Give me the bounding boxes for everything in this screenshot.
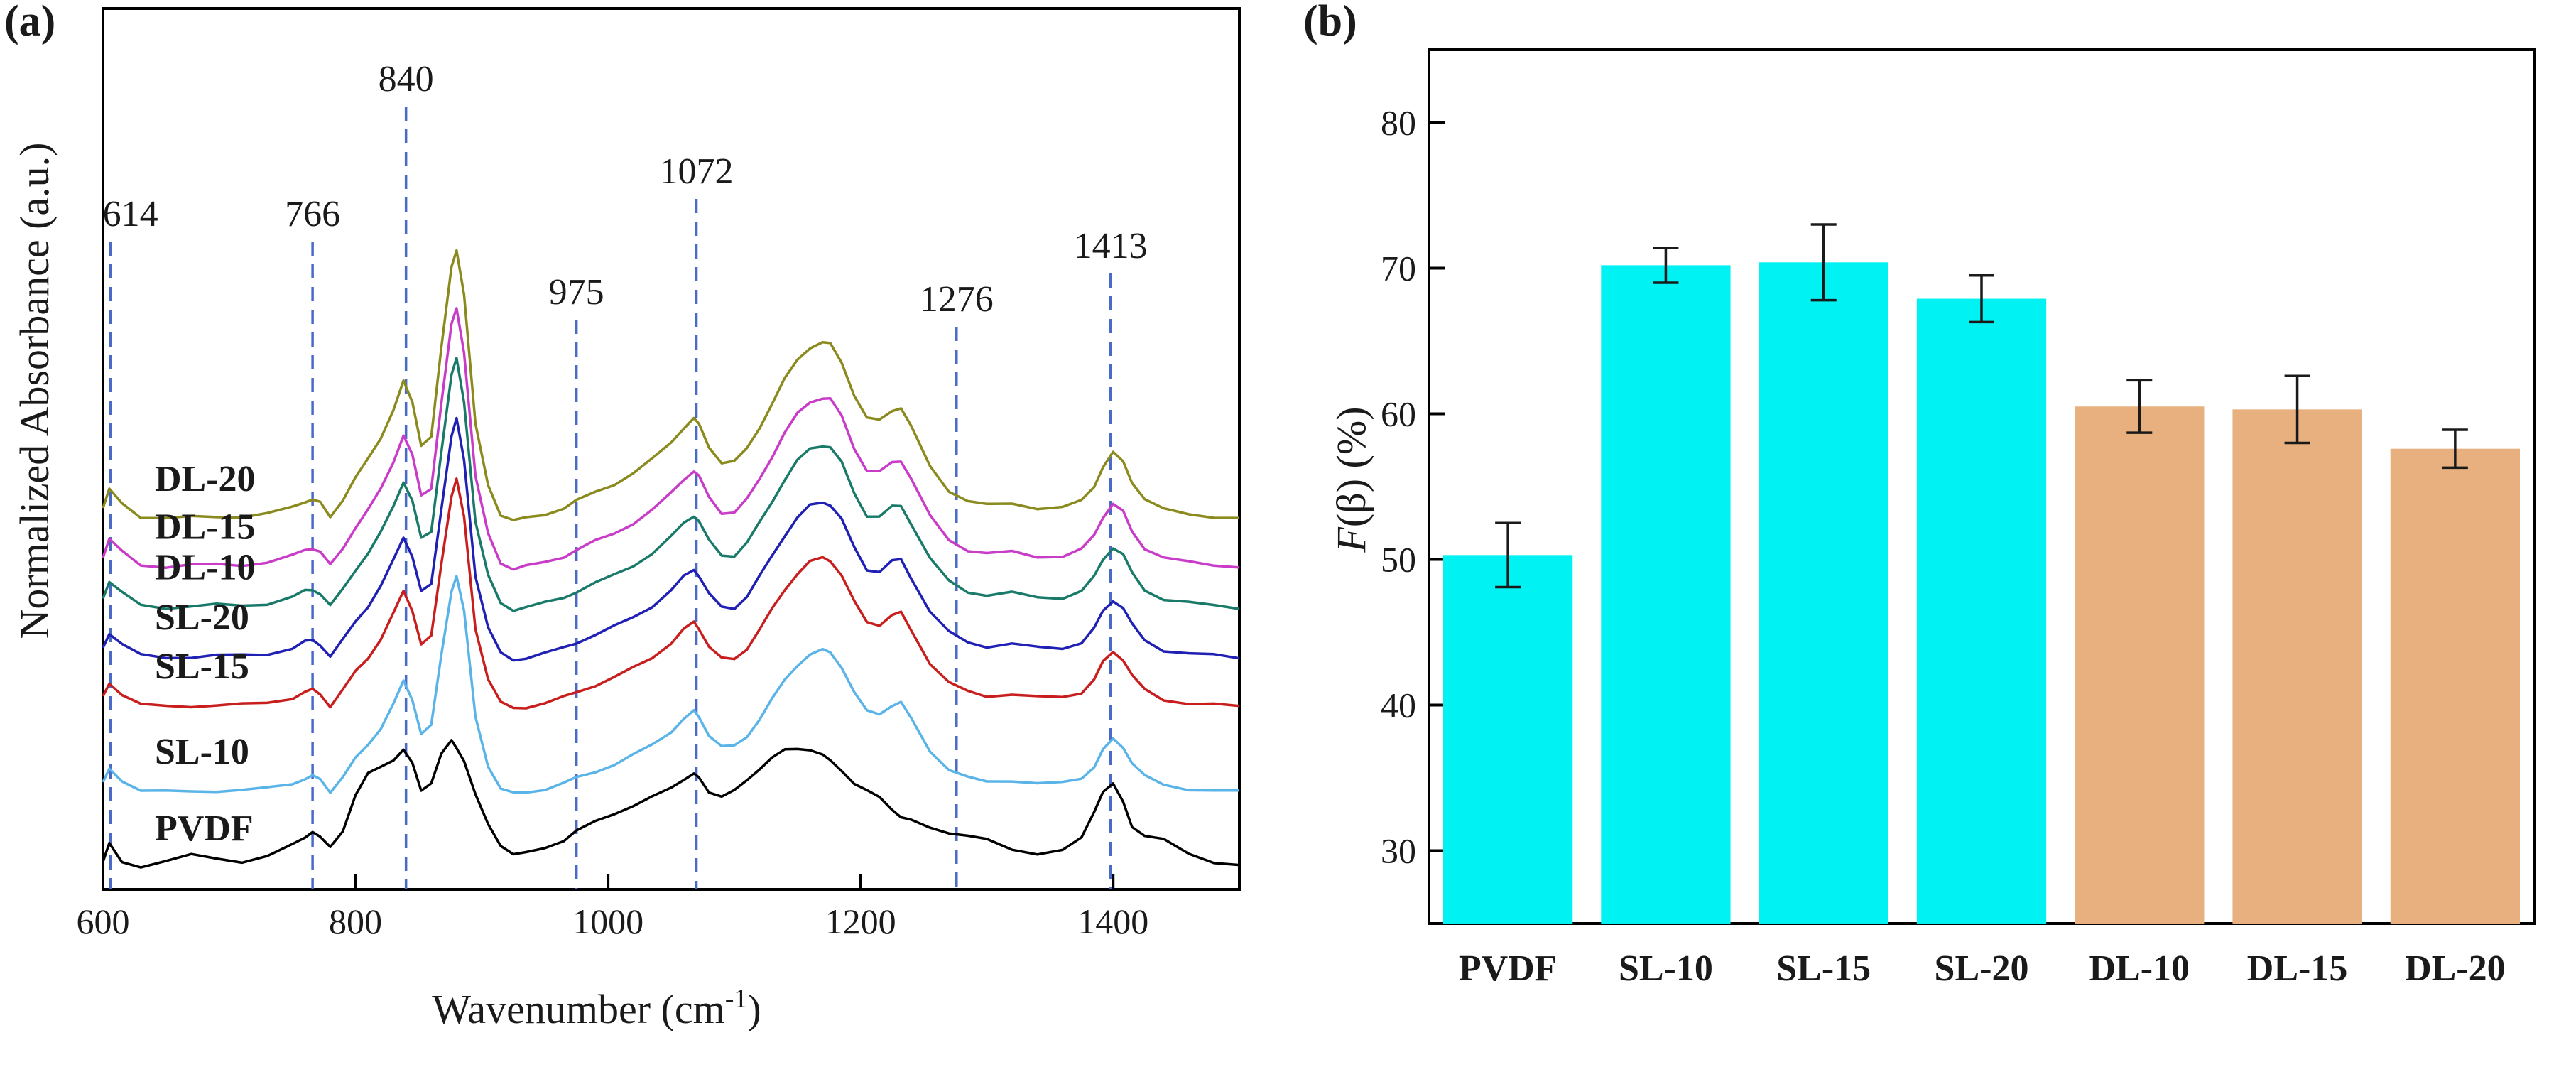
peak-label-975: 975 <box>549 272 604 313</box>
error-bar-dl-10 <box>2126 379 2153 434</box>
series-label-dl-15: DL-15 <box>155 507 256 548</box>
spectrum-dl-10 <box>102 357 1240 612</box>
series-label-dl-20: DL-20 <box>155 459 256 499</box>
spectrum-dl-20 <box>102 249 1240 521</box>
y-axis-ticks: 30 40 50 60 70 80 <box>1381 103 1445 871</box>
peak-markers: 614 766 840 975 1072 1276 1413 <box>103 59 1148 889</box>
beta-fraction-panel: (b) 30 40 50 60 70 80 PVDF SL-10 SL-15 SL-20 DL-1… <box>1303 0 2536 989</box>
bar-pvdf <box>1443 555 1573 924</box>
x-tick-label-800: 800 <box>329 901 382 941</box>
peak-label-766: 766 <box>285 194 340 234</box>
plot-frame-a <box>102 7 1241 891</box>
spectrum-pvdf <box>102 739 1240 869</box>
spectrum-sl-10 <box>102 575 1240 794</box>
bar-series <box>1443 262 2520 924</box>
peak-label-614: 614 <box>103 194 158 234</box>
spectrum-dl-15 <box>102 307 1240 571</box>
y-tick-label-60: 60 <box>1381 394 1416 434</box>
error-bar-sl-15 <box>1810 223 1837 302</box>
x-tick-label-1200: 1200 <box>825 901 896 941</box>
bar-dl-10 <box>2075 406 2205 924</box>
category-label-sl-10: SL-10 <box>1619 948 1713 989</box>
bar-dl-20 <box>2390 448 2520 924</box>
category-label-dl-15: DL-15 <box>2247 948 2348 989</box>
spectrum-sl-20 <box>102 416 1240 662</box>
category-label-sl-15: SL-15 <box>1776 948 1871 989</box>
ftir-spectra-panel: (a) 614 766 840 975 1072 1276 1413 PVDF SL-10 SL… <box>4 0 1241 1032</box>
category-label-dl-10: DL-10 <box>2089 948 2190 989</box>
peak-label-1413: 1413 <box>1074 226 1148 266</box>
peak-label-1276: 1276 <box>920 279 994 320</box>
bar-sl-15 <box>1759 262 1888 924</box>
x-axis-ticks: 600 800 1000 1200 1400 <box>77 874 1148 941</box>
x-tick-label-1000: 1000 <box>572 901 643 941</box>
series-label-pvdf: PVDF <box>155 808 254 849</box>
spectrum-sl-15 <box>102 477 1240 710</box>
series-label-sl-10: SL-10 <box>155 732 249 772</box>
bar-sl-10 <box>1601 265 1731 924</box>
y-tick-label-50: 50 <box>1381 540 1416 580</box>
bar-sl-20 <box>1916 298 2047 924</box>
error-bars <box>1495 223 2468 589</box>
bar-dl-15 <box>2232 409 2362 924</box>
y-axis-title: Normalized Absorbance (a.u.) <box>11 143 58 639</box>
error-bar-sl-20 <box>1969 274 1994 324</box>
error-bar-dl-20 <box>2442 428 2468 470</box>
error-bar-sl-10 <box>1653 247 1679 284</box>
panel-a-label: (a) <box>4 0 55 45</box>
category-label-sl-20: SL-20 <box>1935 948 2029 989</box>
y-axis-title-b: F(β) (%) <box>1328 406 1374 553</box>
x-axis-title: Wavenumber (cm-1) <box>432 984 761 1032</box>
panel-b-label: (b) <box>1303 0 1357 45</box>
x-tick-label-600: 600 <box>77 901 130 941</box>
spectra-curves <box>102 249 1240 869</box>
y-tick-label-40: 40 <box>1381 686 1416 725</box>
series-label-dl-10: DL-10 <box>155 548 256 588</box>
y-tick-label-80: 80 <box>1381 103 1416 143</box>
error-bar-dl-15 <box>2284 374 2310 445</box>
category-labels: PVDF SL-10 SL-15 SL-20 DL-10 DL-15 DL-20 <box>1459 948 2506 989</box>
peak-label-1072: 1072 <box>660 151 734 192</box>
peak-label-840: 840 <box>379 59 434 99</box>
series-label-sl-15: SL-15 <box>155 646 249 687</box>
y-tick-label-70: 70 <box>1381 249 1416 288</box>
x-tick-label-1400: 1400 <box>1077 901 1148 941</box>
series-label-sl-20: SL-20 <box>155 597 249 638</box>
y-tick-label-30: 30 <box>1381 831 1416 871</box>
category-label-pvdf: PVDF <box>1459 948 1558 989</box>
category-label-dl-20: DL-20 <box>2405 948 2506 989</box>
error-bar-pvdf <box>1495 521 1521 589</box>
